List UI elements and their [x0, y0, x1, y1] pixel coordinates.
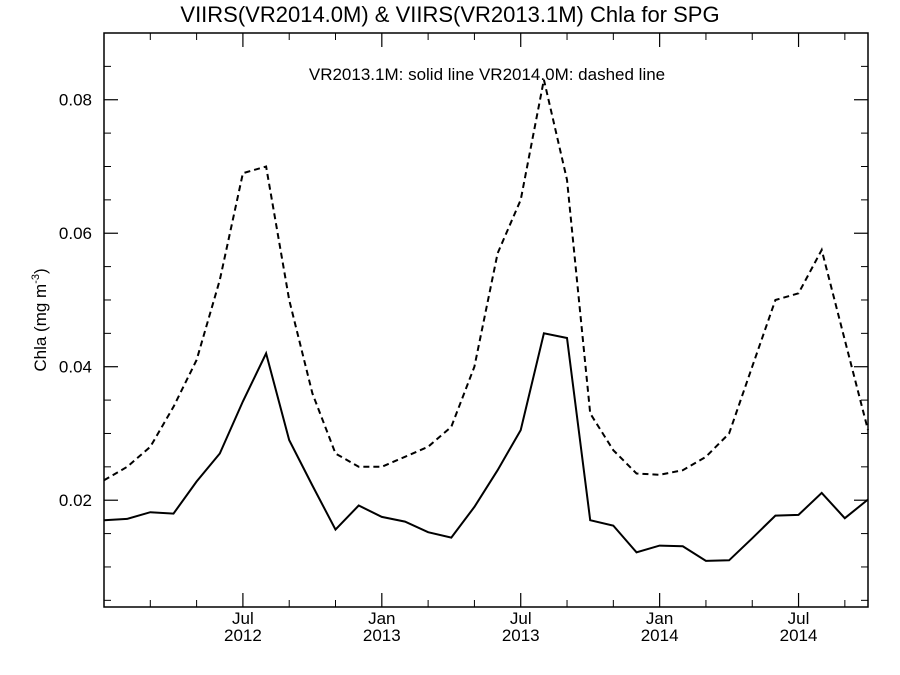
series-lines [103, 79, 869, 562]
y-axis-label-close: ) [31, 268, 50, 274]
y-axis-label-superscript: -3 [30, 274, 42, 284]
series-line-solid [103, 332, 869, 562]
y-tick-label: 0.08 [59, 91, 92, 110]
x-tick-label-year: 2013 [502, 626, 540, 645]
legend-annotation: VR2013.1M: solid line VR2014.0M: dashed … [309, 65, 665, 84]
y-axis-label: Chla (mg m-3) [30, 268, 50, 371]
y-axis-label-text: Chla (mg m [31, 284, 50, 372]
axis-labels: Jul2012Jan2013Jul2013Jan2014Jul20140.020… [59, 91, 818, 645]
x-tick-label-year: 2012 [224, 626, 262, 645]
x-tick-label-month: Jul [510, 609, 532, 628]
plot-frame [103, 32, 869, 608]
x-tick-label-year: 2013 [363, 626, 401, 645]
y-tick-label: 0.02 [59, 491, 92, 510]
x-tick-label-year: 2014 [780, 626, 818, 645]
x-tick-label-month: Jan [646, 609, 673, 628]
x-tick-label-month: Jul [788, 609, 810, 628]
x-tick-label-month: Jan [368, 609, 395, 628]
x-tick-label-month: Jul [232, 609, 254, 628]
x-tick-label-year: 2014 [641, 626, 679, 645]
chart-title: VIIRS(VR2014.0M) & VIIRS(VR2013.1M) Chla… [180, 2, 720, 27]
y-tick-label: 0.04 [59, 358, 92, 377]
series-line-dashed [103, 79, 869, 482]
y-tick-label: 0.06 [59, 224, 92, 243]
axis-ticks [104, 33, 868, 607]
